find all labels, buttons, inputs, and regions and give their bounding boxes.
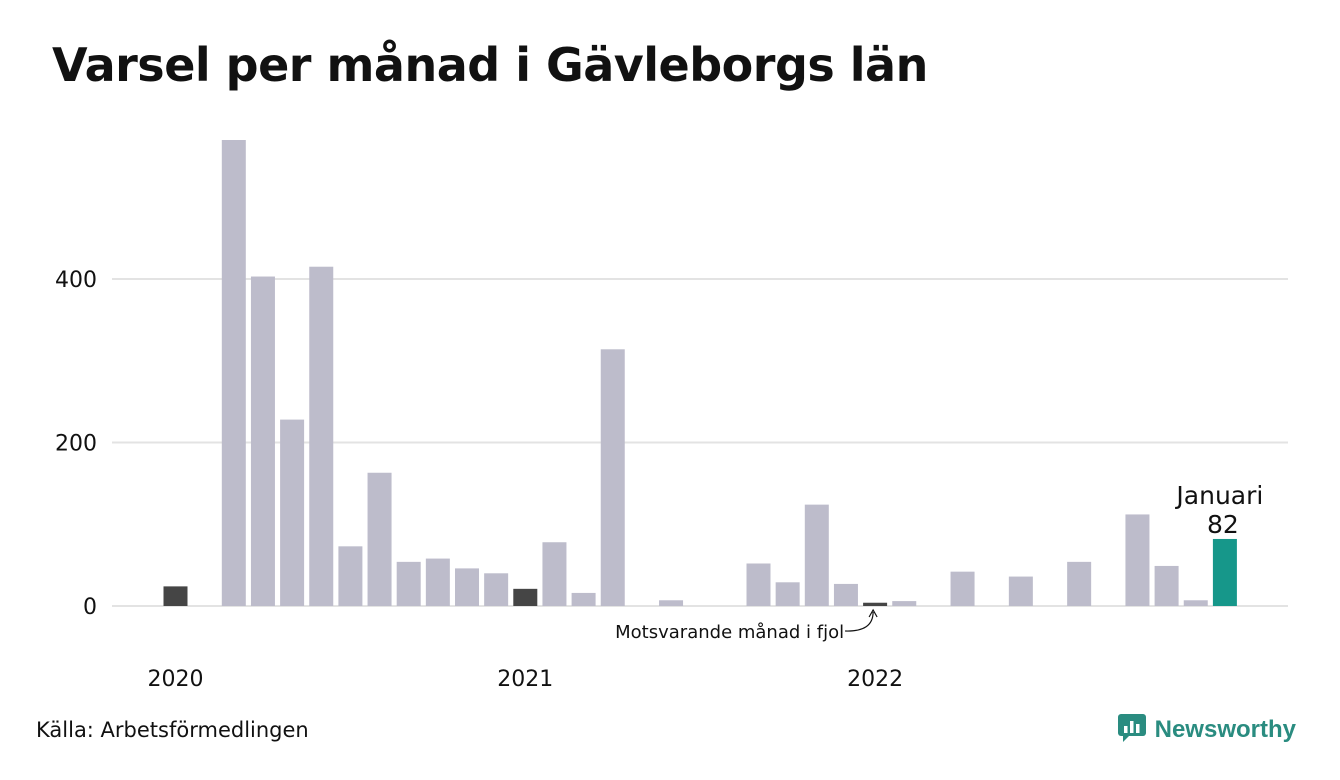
bar-2022-11 — [1154, 565, 1179, 606]
bar-2020-03 — [221, 140, 246, 606]
bar-2020-06 — [309, 266, 334, 606]
current-month-value: 82 — [1207, 510, 1239, 539]
y-tick-label: 0 — [83, 595, 97, 620]
chart-title: Varsel per månad i Gävleborgs län — [52, 38, 928, 92]
bar-2020-05 — [280, 419, 305, 606]
bar-2022-10 — [1125, 514, 1150, 606]
brand-name: Newsworthy — [1154, 716, 1296, 743]
x-axis-tick-labels: 2020 2021 2022 — [148, 667, 904, 692]
previous-year-note: Motsvarande månad i fjol — [615, 622, 844, 643]
bar-2021-04 — [600, 349, 625, 606]
bar-2021-01 — [513, 588, 538, 606]
y-tick-label: 400 — [55, 268, 97, 293]
previous-year-arrow — [845, 608, 878, 632]
bars — [163, 140, 1237, 606]
bar-2022-12 — [1183, 600, 1208, 606]
bar-2020-08 — [367, 472, 392, 606]
y-tick-label: 200 — [55, 431, 97, 456]
x-tick-label: 2022 — [847, 667, 903, 692]
bar-2023-01 — [1212, 538, 1237, 606]
bar-2020-11 — [455, 568, 479, 606]
annotations: Januari 82 Motsvarande månad i fjol — [615, 481, 1263, 643]
bar-chart-logo-icon — [1117, 713, 1147, 747]
bar-2020-12 — [484, 573, 509, 606]
bar-2022-02 — [892, 601, 917, 606]
y-axis-tick-labels: 0 200 400 — [55, 268, 97, 620]
bar-2020-01 — [163, 586, 188, 606]
x-tick-label: 2020 — [148, 667, 204, 692]
bar-2020-09 — [396, 561, 421, 606]
bar-2021-06 — [659, 600, 684, 606]
bar-2021-02 — [542, 542, 567, 606]
bar-2020-04 — [250, 276, 275, 606]
bar-2021-11 — [804, 504, 829, 606]
grid-lines — [112, 277, 1288, 607]
bar-2022-01 — [863, 602, 888, 606]
bar-2022-06 — [1008, 576, 1033, 606]
bar-2021-03 — [571, 592, 596, 606]
newsworthy-logo: Newsworthy — [1117, 713, 1296, 747]
x-tick-label: 2021 — [497, 667, 553, 692]
bar-2022-04 — [950, 571, 975, 606]
bar-2021-12 — [833, 583, 858, 606]
bar-2021-10 — [775, 582, 800, 606]
bar-2020-07 — [338, 546, 363, 606]
bar-2022-08 — [1067, 561, 1092, 606]
source-note: Källa: Arbetsförmedlingen — [36, 718, 309, 742]
bar-2020-10 — [425, 558, 450, 606]
bar-2021-09 — [746, 563, 771, 606]
current-month-label: Januari — [1174, 481, 1263, 510]
